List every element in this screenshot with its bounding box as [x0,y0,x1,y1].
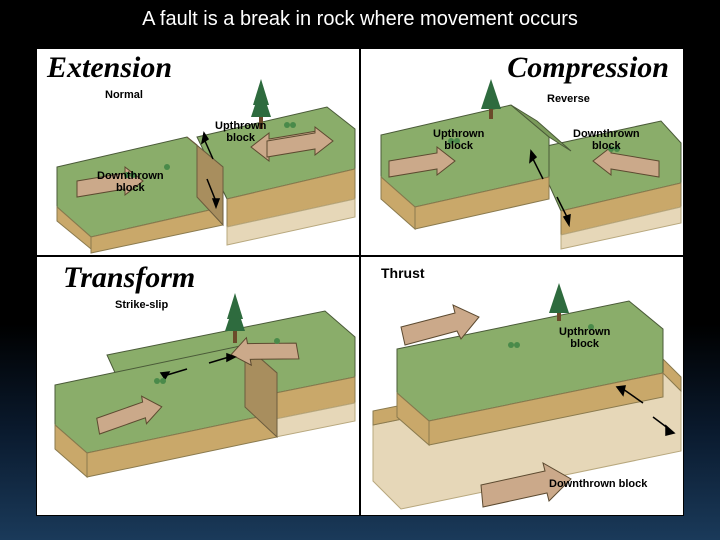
panel-subtitle: Normal [105,89,143,101]
transform-illustration [37,257,361,517]
slide-title: A fault is a break in rock where movemen… [0,8,720,31]
panel-subtitle: Reverse [547,93,590,105]
label-downthrown: Downthrown block [549,479,647,491]
label-upthrown: Upthrownblock [559,327,610,350]
panel-title: Extension [47,51,172,85]
label-downthrown: Downthrownblock [97,171,164,194]
panel-title: Transform [63,261,195,295]
label-upthrown: Upthrownblock [433,129,484,152]
panel-thrust: Thrust Upthrownblock Downthrown block [360,256,684,516]
panel-subtitle: Strike-slip [115,299,168,311]
panel-compression: Compression Reverse Upthrownblock Downth… [360,48,684,256]
panel-extension: Extension Normal Upthrownblock Downthrow… [36,48,360,256]
slide: A fault is a break in rock where movemen… [0,0,720,540]
label-upthrown: Upthrownblock [215,121,266,144]
panel-subtitle: Thrust [381,265,425,281]
panel-title: Compression [507,51,669,85]
panel-transform: Transform Strike-slip [36,256,360,516]
fault-diagram: Extension Normal Upthrownblock Downthrow… [36,48,684,516]
label-downthrown: Downthrownblock [573,129,640,152]
